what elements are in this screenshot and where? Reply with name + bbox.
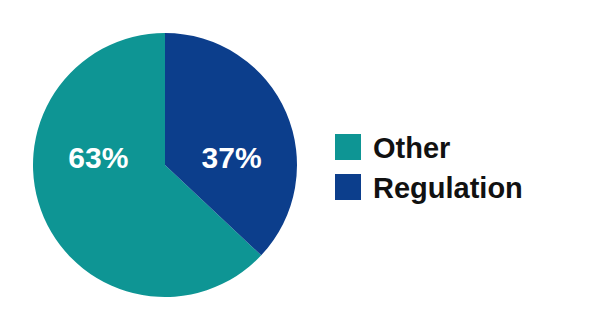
legend-swatch (335, 174, 361, 200)
data-label: 37% (202, 141, 262, 174)
pie-slice (165, 33, 297, 255)
data-label: 63% (68, 141, 128, 174)
legend-swatch (335, 134, 361, 160)
data-labels: 63% 37% (68, 141, 261, 174)
slices (33, 33, 297, 297)
chart-root: 63% 37% Other Regulation (0, 0, 600, 331)
legend: Other Regulation (335, 132, 523, 204)
legend-label: Other (373, 132, 450, 164)
legend-label: Regulation (373, 172, 523, 204)
chart: 63% 37% Other Regulation (0, 0, 600, 331)
